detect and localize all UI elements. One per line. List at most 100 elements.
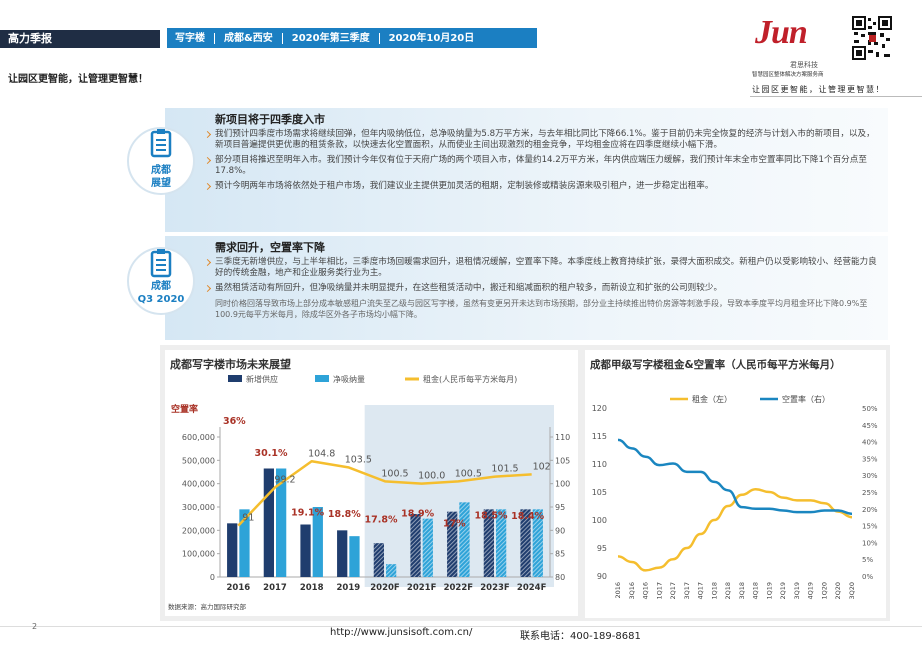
x-tick-label: 3Q17: [683, 582, 691, 600]
x-tick-label: 2Q19: [779, 582, 787, 600]
section-icon: 成都 展望: [127, 127, 195, 195]
icon-label: 成都: [151, 279, 171, 292]
x-tick-label: 2020F: [370, 583, 400, 593]
footer-rule: [0, 626, 922, 627]
x-tick-label: 4Q16: [642, 582, 650, 600]
y2-tick-label: 110: [555, 433, 570, 442]
x-tick-label: 2023F: [480, 583, 510, 593]
slogan-right: 让园区更智能，让管理更智慧！: [752, 85, 885, 94]
y2-tick-label: 25%: [862, 489, 878, 497]
x-tick-label: 3Q16: [628, 582, 636, 600]
bar: [532, 509, 543, 577]
x-tick-label: 1Q19: [765, 582, 773, 600]
vacancy-value: 18.5%: [475, 511, 508, 522]
rent-value: 91: [242, 513, 254, 524]
footer-url: http://www.junsisoft.com.cn/: [330, 627, 473, 638]
vacancy-value: 17.8%: [365, 514, 398, 525]
y-tick-label: 115: [592, 432, 607, 441]
logo-tagline: 智慧园区整体解决方案服务商: [752, 72, 824, 78]
legend-label: 空置率（右）: [782, 394, 830, 404]
vacancy-value: 36%: [223, 416, 246, 427]
chart: 成都写字楼市场未来展望 0 100,000 200,000 300,000 400,000…: [165, 350, 578, 616]
chart-title: 成都写字楼市场未来展望: [170, 357, 291, 371]
legend-label: 净吸纳量: [333, 374, 365, 384]
bar: [263, 468, 274, 577]
bar: [227, 523, 238, 577]
x-tick-label: 3Q18: [738, 582, 746, 600]
bullet: 同时价格回落导致市场上部分成本敏感租户流失至乙级与园区写字楼，虽然有变更另开未达…: [215, 299, 868, 319]
vacancy-value: 18.8%: [328, 509, 361, 520]
qr-code: [852, 16, 892, 60]
legend-label: 租金(人民币每平方米每月): [423, 374, 517, 384]
rent-value: 100.0: [418, 471, 445, 482]
y-tick-label: 400,000: [182, 480, 215, 489]
x-tick-label: 2024F: [517, 583, 547, 593]
bar: [386, 564, 397, 577]
y2-tick-label: 100: [555, 480, 570, 489]
legend-swatch: [228, 375, 242, 382]
series-line: [617, 438, 853, 516]
section-icon: 成都 Q3 2020: [127, 247, 195, 315]
x-tick-label: 3Q19: [793, 582, 801, 600]
rent-value: 103.5: [345, 454, 372, 465]
x-tick-label: 2018: [300, 583, 324, 593]
y2-tick-label: 20%: [862, 506, 878, 514]
y2-tick-label: 35%: [862, 455, 878, 463]
bullet: 虽然租赁活动有所回升，但净吸纳量并未明显提升，在这些租赁活动中，搬迁和缩减面积的…: [205, 283, 878, 294]
legend-label: 新增供应: [246, 374, 278, 384]
y2-tick-label: 15%: [862, 523, 878, 531]
x-tick-label: 4Q18: [752, 582, 760, 600]
bar: [337, 530, 348, 577]
bullet: 预计今明两年市场将依然处于租户市场，我们建议业主提供更加灵活的租期，定制装修或精…: [205, 181, 878, 192]
logo: Jun: [755, 14, 808, 51]
bar: [276, 468, 287, 577]
bar: [239, 509, 250, 577]
slogan: 让园区更智能，让管理更智慧！: [8, 74, 148, 85]
bullet: 三季度无新增供应，与上半年相比，三季度市场回暖需求回升，退租情况缓解，空置率下降…: [205, 257, 878, 279]
page-number: 2: [32, 622, 38, 631]
section: 需求回升，空置率下降 三季度无新增供应，与上半年相比，三季度市场回暖需求回升，退…: [165, 236, 888, 340]
icon-label: 成都: [151, 163, 171, 176]
x-tick-label: 1Q20: [820, 582, 828, 600]
rent-line: [237, 460, 532, 527]
bar: [349, 536, 360, 577]
header-segment: 成都&西安: [214, 32, 282, 44]
icon-label: Q3 2020: [138, 294, 185, 305]
x-tick-label: 2019: [336, 583, 360, 593]
rent-value: 99.2: [274, 474, 295, 485]
y2-tick-label: 5%: [862, 556, 873, 564]
y-tick-label: 110: [592, 460, 607, 469]
y-tick-label: 90: [597, 572, 607, 581]
y-tick-label: 100,000: [182, 550, 215, 559]
rent-value: 104.8: [308, 448, 335, 459]
x-tick-label: 2016: [226, 583, 250, 593]
bar: [410, 514, 421, 577]
x-tick-label: 3Q20: [848, 582, 856, 600]
bar: [459, 502, 470, 577]
y-tick-label: 200,000: [182, 526, 215, 535]
x-tick-label: 2016: [614, 582, 622, 599]
bar: [447, 511, 458, 577]
y-tick-label: 120: [592, 404, 607, 413]
x-tick-label: 2Q18: [724, 582, 732, 600]
x-tick-label: 2017: [263, 583, 287, 593]
bar: [422, 518, 433, 577]
y-tick-label: 300,000: [182, 503, 215, 512]
legend-swatch: [315, 375, 329, 382]
y-tick-label: 95: [597, 544, 607, 553]
x-tick-label: 2022F: [444, 583, 474, 593]
rent-value: 102: [533, 461, 551, 472]
bar: [373, 543, 384, 577]
footer-phone: 联系电话：400-189-8681: [520, 631, 641, 642]
y2-tick-label: 0%: [862, 573, 873, 581]
bar: [520, 509, 531, 577]
x-tick-label: 1Q17: [655, 582, 663, 600]
vacancy-value: 19.1%: [291, 507, 324, 518]
chart-title: 成都甲级写字楼租金&空置率（人民币每平方米每月）: [590, 358, 841, 371]
rent-value: 100.5: [381, 468, 408, 479]
y-tick-label: 600,000: [182, 433, 215, 442]
bar: [312, 507, 323, 577]
y2-tick-label: 30%: [862, 472, 878, 480]
header-segment: 2020年10月20日: [378, 32, 484, 44]
